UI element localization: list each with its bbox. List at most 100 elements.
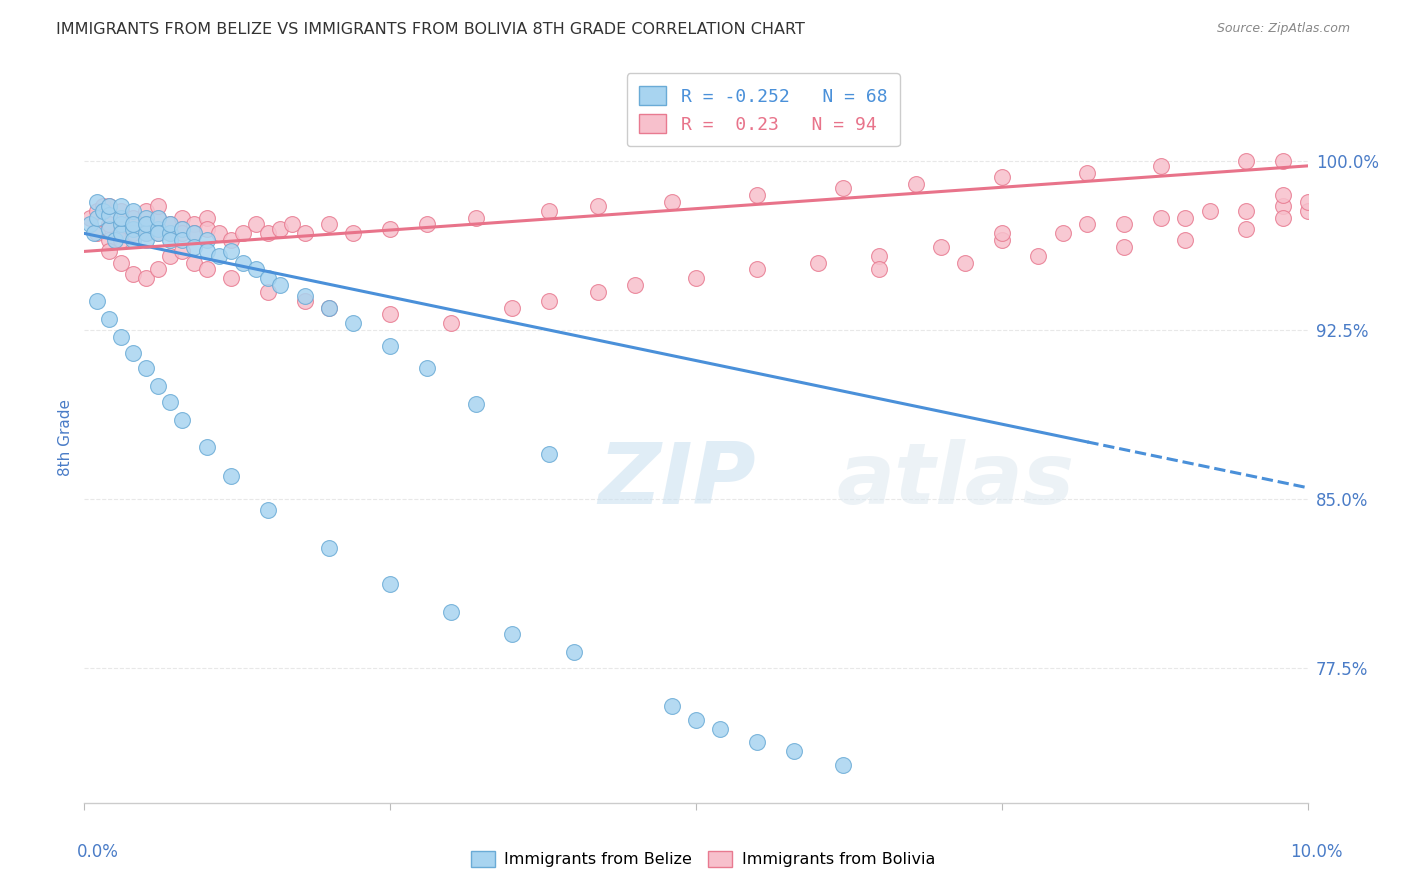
Point [146,379,169,393]
Point [146,211,169,225]
Point [146,211,169,225]
Point [135,218,157,232]
Point [86,227,108,241]
Point [146,227,169,241]
Point [685,713,707,727]
Point [294,289,316,303]
Point [159,218,181,232]
Point [257,285,280,299]
Point [464,397,486,411]
Point [1174,233,1197,247]
Point [1076,166,1098,180]
Point [110,233,132,247]
Point [104,233,127,247]
Point [135,203,157,218]
Point [1272,211,1295,225]
Point [318,301,340,315]
Point [146,262,169,277]
Point [464,211,486,225]
Point [122,218,145,232]
Point [208,227,231,241]
Point [110,211,132,225]
Point [869,262,891,277]
Point [232,227,254,241]
Point [281,218,304,232]
Point [172,222,194,236]
Point [159,395,181,409]
Point [135,227,157,241]
Point [122,218,145,232]
Point [1198,203,1220,218]
Point [97,244,120,259]
Point [929,240,952,254]
Point [709,722,731,736]
Point [172,244,194,259]
Point [195,233,218,247]
Point [183,227,205,241]
Point [172,222,194,236]
Point [747,735,769,749]
Point [661,699,683,714]
Point [1076,218,1098,232]
Point [1272,199,1295,213]
Point [97,199,120,213]
Point [219,244,242,259]
Point [1236,154,1258,169]
Point [195,440,218,454]
Point [502,627,524,641]
Point [195,244,218,259]
Point [122,211,145,225]
Point [97,199,120,213]
Point [586,285,609,299]
Point [135,233,157,247]
Point [1114,218,1136,232]
Point [159,218,181,232]
Point [97,233,120,247]
Point [661,194,683,209]
Point [86,211,108,225]
Point [122,345,145,359]
Point [380,222,402,236]
Point [195,262,218,277]
Point [257,503,280,517]
Point [416,361,439,376]
Point [269,222,291,236]
Point [1296,194,1319,209]
Point [318,541,340,556]
Point [110,330,132,344]
Point [135,361,157,376]
Text: IMMIGRANTS FROM BELIZE VS IMMIGRANTS FROM BOLIVIA 8TH GRADE CORRELATION CHART: IMMIGRANTS FROM BELIZE VS IMMIGRANTS FRO… [56,22,806,37]
Point [257,271,280,285]
Point [831,181,853,195]
Point [562,645,585,659]
Point [183,218,205,232]
Point [380,577,402,591]
Point [122,203,145,218]
Text: atlas: atlas [837,440,1074,523]
Point [380,307,402,321]
Point [502,301,524,315]
Point [1236,222,1258,236]
Point [869,249,891,263]
Point [110,222,132,236]
Point [586,199,609,213]
Point [195,211,218,225]
Point [146,222,169,236]
Point [159,249,181,263]
Point [86,194,108,209]
Point [991,227,1014,241]
Point [122,222,145,236]
Point [1028,249,1050,263]
Point [245,218,267,232]
Text: 10.0%: 10.0% [1291,843,1343,861]
Point [294,227,316,241]
Point [342,227,364,241]
Point [183,255,205,269]
Point [783,744,806,758]
Point [159,233,181,247]
Point [219,233,242,247]
Point [747,262,769,277]
Text: Source: ZipAtlas.com: Source: ZipAtlas.com [1216,22,1350,36]
Point [624,278,647,293]
Point [122,227,145,241]
